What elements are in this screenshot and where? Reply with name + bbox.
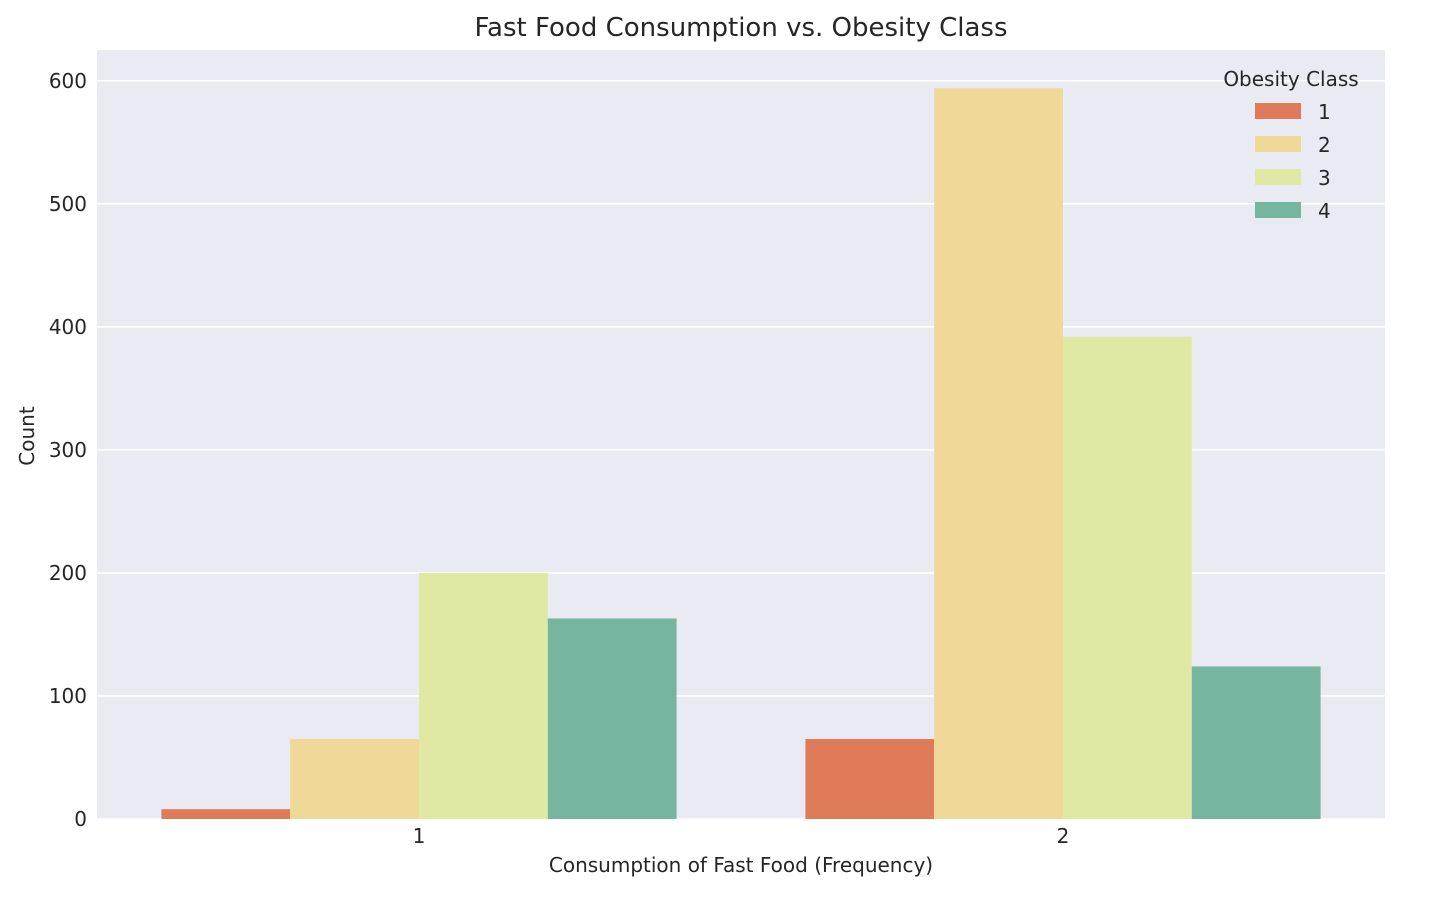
legend-label-3: 3 <box>1318 166 1331 190</box>
bar-cat-1-class-3 <box>419 572 548 819</box>
y-tick-label: 400 <box>49 315 87 339</box>
y-axis-label: Count <box>15 406 39 466</box>
bar-cat-1-class-2 <box>290 739 419 819</box>
x-tick-label: 1 <box>413 824 426 848</box>
y-axis-ticks: 0 100 200 300 400 500 600 <box>49 69 87 831</box>
y-tick-label: 500 <box>49 192 87 216</box>
chart-title: Fast Food Consumption vs. Obesity Class <box>474 13 1007 43</box>
bar-cat-2-class-2 <box>934 88 1063 820</box>
legend-swatch-1 <box>1255 103 1301 119</box>
legend-title: Obesity Class <box>1223 67 1358 91</box>
y-tick-label: 200 <box>49 561 87 585</box>
legend-swatch-4 <box>1255 202 1301 218</box>
legend-label-1: 1 <box>1318 100 1331 124</box>
bar-cat-2-class-1 <box>805 739 935 819</box>
legend-items: 1 2 3 4 <box>1255 100 1331 223</box>
bar-cat-2-class-4 <box>1191 666 1321 819</box>
y-tick-label: 600 <box>49 69 87 93</box>
x-axis-label: Consumption of Fast Food (Frequency) <box>549 853 933 877</box>
bar-cat-1-class-1 <box>161 809 291 819</box>
legend-label-2: 2 <box>1318 133 1331 157</box>
y-tick-label: 100 <box>49 684 87 708</box>
y-tick-label: 0 <box>74 807 87 831</box>
legend: Obesity Class 1 2 3 4 <box>1223 67 1358 223</box>
legend-label-4: 4 <box>1318 199 1331 223</box>
y-tick-label: 300 <box>49 438 87 462</box>
bar-cat-1-class-4 <box>547 618 677 819</box>
bars <box>161 88 1321 820</box>
legend-swatch-2 <box>1255 136 1301 152</box>
bar-cat-2-class-3 <box>1063 336 1192 819</box>
legend-swatch-3 <box>1255 169 1301 185</box>
x-tick-label: 2 <box>1057 824 1070 848</box>
